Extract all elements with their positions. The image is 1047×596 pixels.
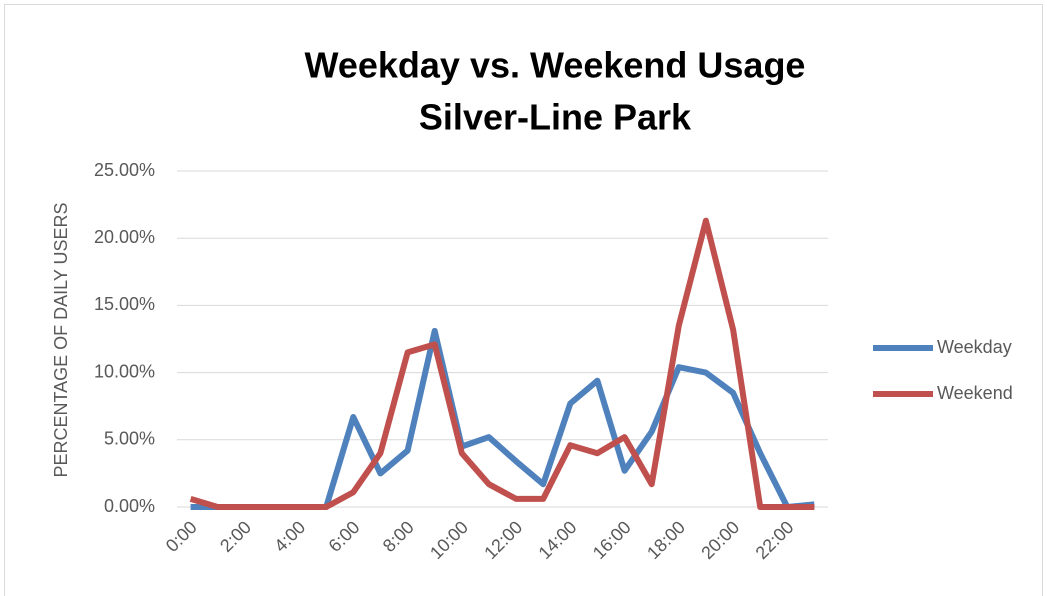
- y-tick-label: 5.00%: [104, 429, 155, 449]
- line-series: [189, 217, 815, 510]
- y-tick-label: 25.00%: [94, 160, 155, 180]
- legend-label: Weekend: [937, 383, 1013, 403]
- chart-title: Weekday vs. Weekend Usage: [305, 45, 806, 86]
- y-tick-label: 20.00%: [94, 227, 155, 247]
- y-tick-label: 15.00%: [94, 294, 155, 314]
- legend-label: Weekday: [937, 337, 1012, 357]
- chart-subtitle: Silver-Line Park: [419, 97, 692, 138]
- y-axis-label: PERCENTAGE OF DAILY USERS: [51, 202, 71, 477]
- y-tick-label: 0.00%: [104, 496, 155, 516]
- y-tick-label: 10.00%: [94, 361, 155, 381]
